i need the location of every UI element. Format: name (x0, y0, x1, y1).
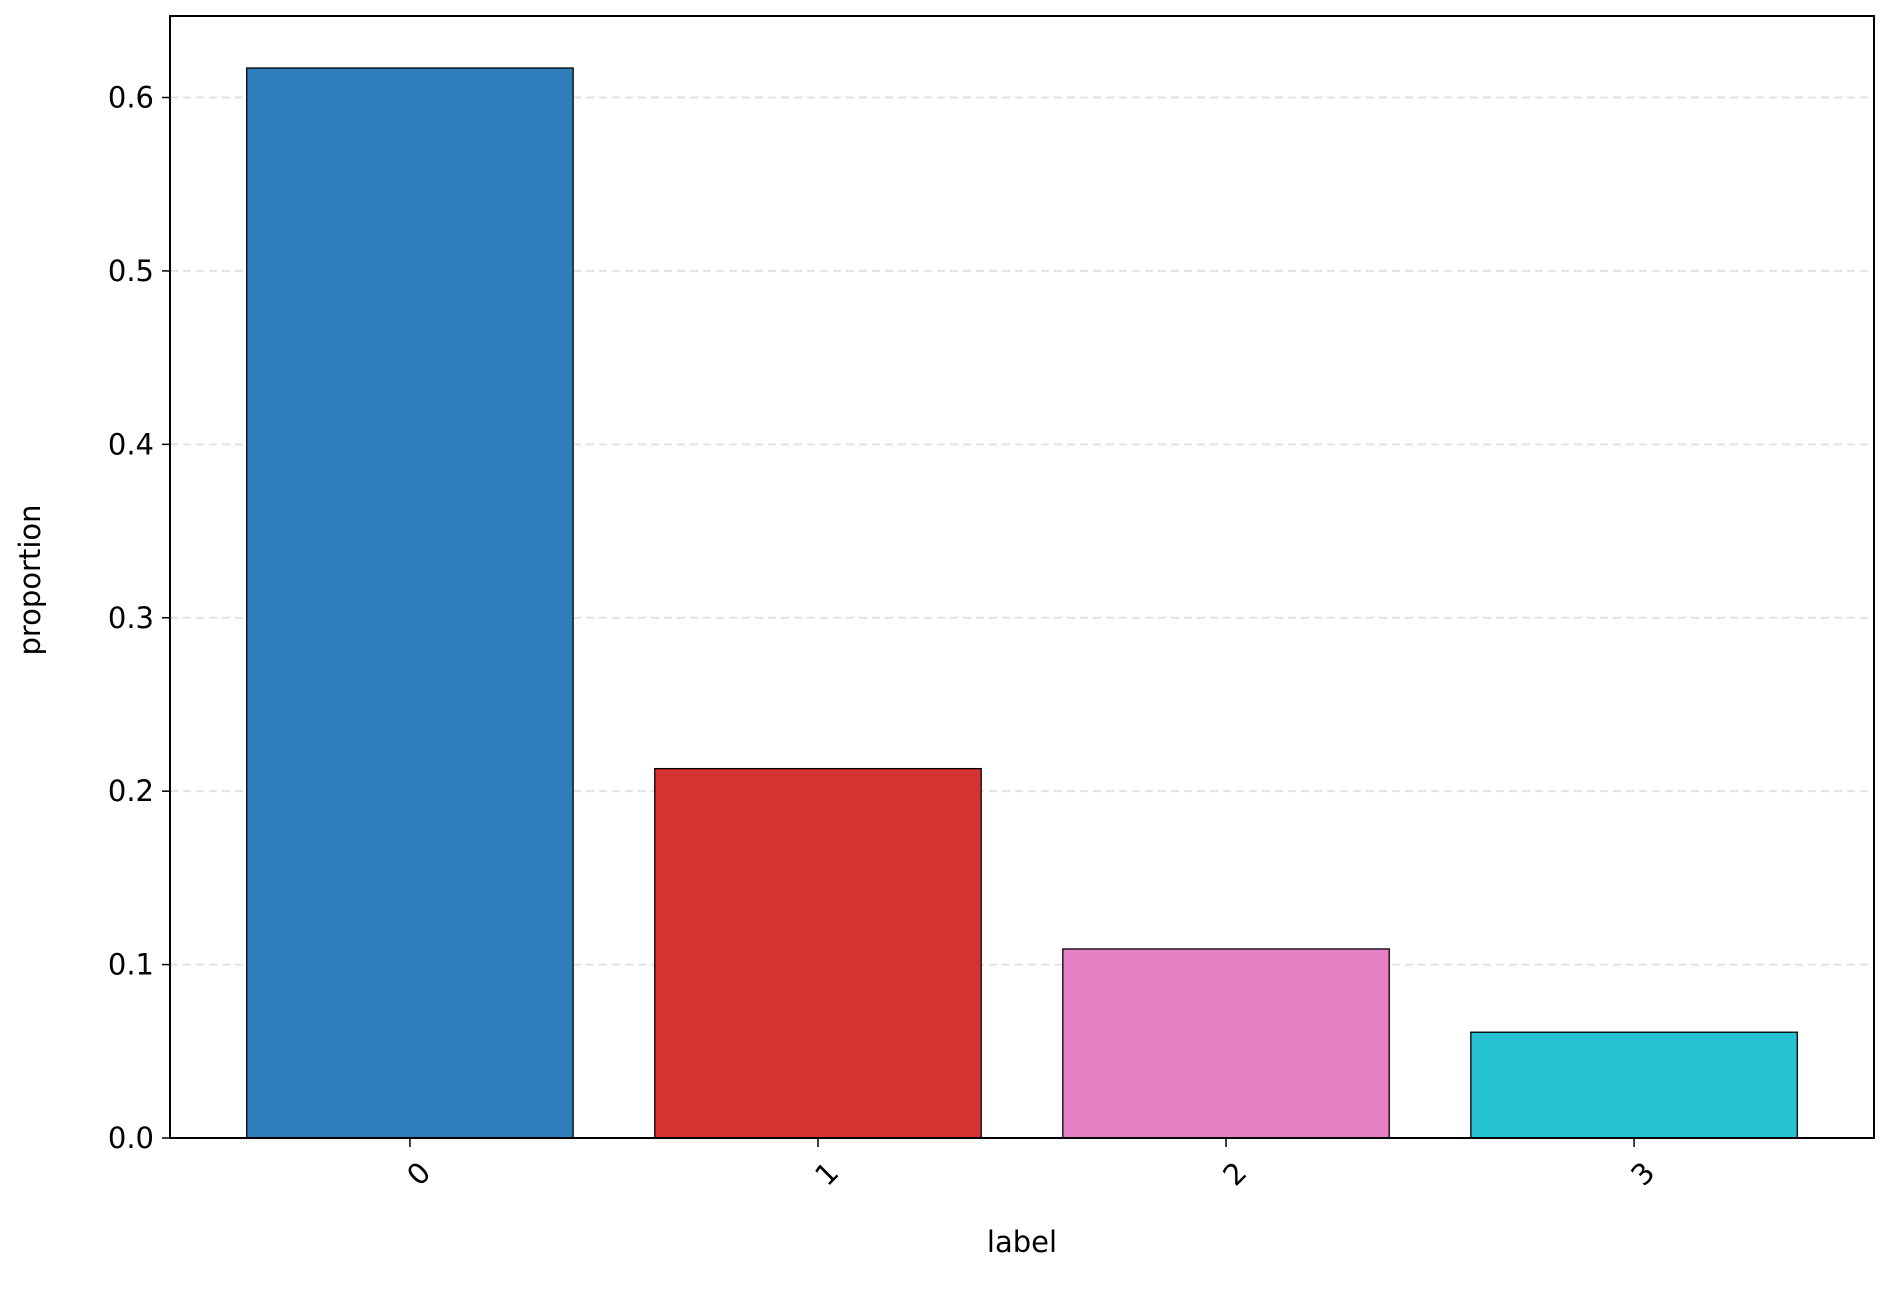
y-tick-label: 0.0 (108, 1121, 154, 1155)
y-tick-label: 0.4 (108, 427, 154, 461)
x-tick-label: 3 (1624, 1155, 1661, 1192)
y-tick-label: 0.3 (108, 601, 154, 635)
y-tick-label: 0.2 (108, 774, 154, 808)
y-tick-label: 0.1 (108, 948, 154, 982)
x-tick-label: 1 (808, 1155, 845, 1192)
x-axis-label: label (987, 1225, 1057, 1259)
bar (1470, 1031, 1798, 1139)
bar (1062, 948, 1390, 1139)
y-axis-label: proportion (13, 504, 47, 655)
x-tick-label: 0 (400, 1155, 437, 1192)
bar (246, 67, 574, 1139)
x-tick-label: 2 (1216, 1155, 1253, 1192)
y-tick-label: 0.5 (108, 254, 154, 288)
plot-frame (169, 15, 1875, 1139)
bar (654, 767, 982, 1139)
y-tick-label: 0.6 (108, 81, 154, 115)
